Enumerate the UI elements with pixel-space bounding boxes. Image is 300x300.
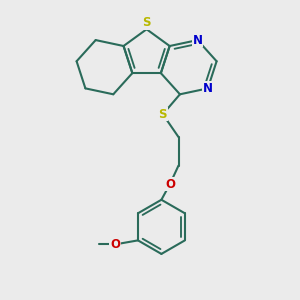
Text: O: O — [165, 178, 175, 190]
Text: O: O — [110, 238, 120, 251]
Text: N: N — [193, 34, 202, 46]
Text: N: N — [203, 82, 213, 95]
Text: S: S — [159, 108, 167, 121]
Text: S: S — [142, 16, 151, 29]
